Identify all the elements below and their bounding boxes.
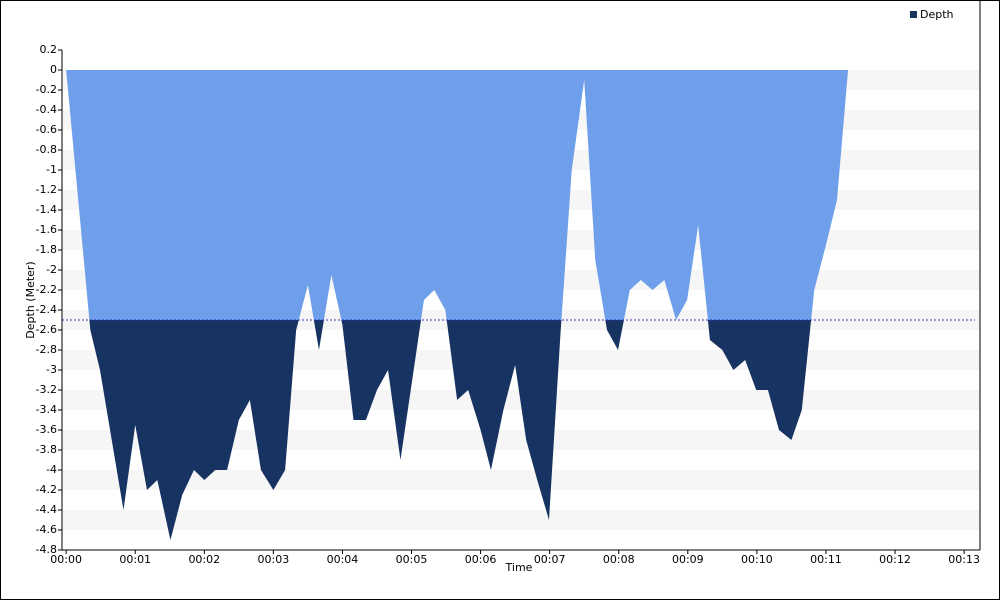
x-axis-title: Time (505, 561, 533, 574)
x-tick-label: 00:04 (327, 553, 359, 566)
y-tick-label: -3.6 (36, 423, 57, 436)
area-upper (66, 70, 849, 320)
x-tick-label: 00:08 (603, 553, 635, 566)
x-tick-label: 00:06 (465, 553, 497, 566)
y-tick-label: -1 (46, 163, 57, 176)
y-tick-label: -3 (46, 363, 57, 376)
y-tick-label: -3.8 (36, 443, 57, 456)
y-tick-label: -2.4 (36, 303, 57, 316)
x-tick-label: 00:07 (534, 553, 566, 566)
x-tick-label: 00:12 (879, 553, 911, 566)
x-tick-label: 00:00 (50, 553, 82, 566)
y-tick-label: -4.4 (36, 503, 57, 516)
y-tick-label: -1.6 (36, 223, 57, 236)
y-tick-label: -0.6 (36, 123, 57, 136)
y-tick-label: -2.6 (36, 323, 57, 336)
y-tick-label: -3.4 (36, 403, 57, 416)
legend-swatch (910, 11, 917, 18)
y-tick-label: -0.4 (36, 103, 57, 116)
y-tick-label: -3.2 (36, 383, 57, 396)
legend-label: Depth (920, 8, 954, 21)
y-tick-label: 0 (50, 63, 57, 76)
x-tick-label: 00:03 (258, 553, 290, 566)
y-tick-label: 0.2 (40, 43, 58, 56)
y-tick-label: -1.4 (36, 203, 57, 216)
x-tick-label: 00:09 (672, 553, 704, 566)
y-tick-label: -4.2 (36, 483, 57, 496)
y-tick-label: -4 (46, 463, 57, 476)
x-tick-label: 00:13 (948, 553, 980, 566)
y-tick-label: -1.8 (36, 243, 57, 256)
grid-band (62, 470, 980, 490)
x-tick-label: 00:11 (810, 553, 842, 566)
grid-band (62, 510, 980, 530)
y-tick-label: -2.2 (36, 283, 57, 296)
y-tick-label: -0.8 (36, 143, 57, 156)
area-lower (89, 320, 812, 540)
y-axis-title: Depth (Meter) (24, 261, 37, 338)
y-tick-label: -1.2 (36, 183, 57, 196)
y-tick-label: -2 (46, 263, 57, 276)
y-tick-label: -4.6 (36, 523, 57, 536)
x-tick-label: 00:10 (741, 553, 773, 566)
y-tick-label: -4.8 (36, 543, 57, 556)
grid-band (62, 430, 980, 450)
x-tick-label: 00:05 (396, 553, 428, 566)
x-tick-label: 00:02 (188, 553, 220, 566)
y-tick-label: -2.8 (36, 343, 57, 356)
x-tick-label: 00:01 (119, 553, 151, 566)
y-tick-label: -0.2 (36, 83, 57, 96)
